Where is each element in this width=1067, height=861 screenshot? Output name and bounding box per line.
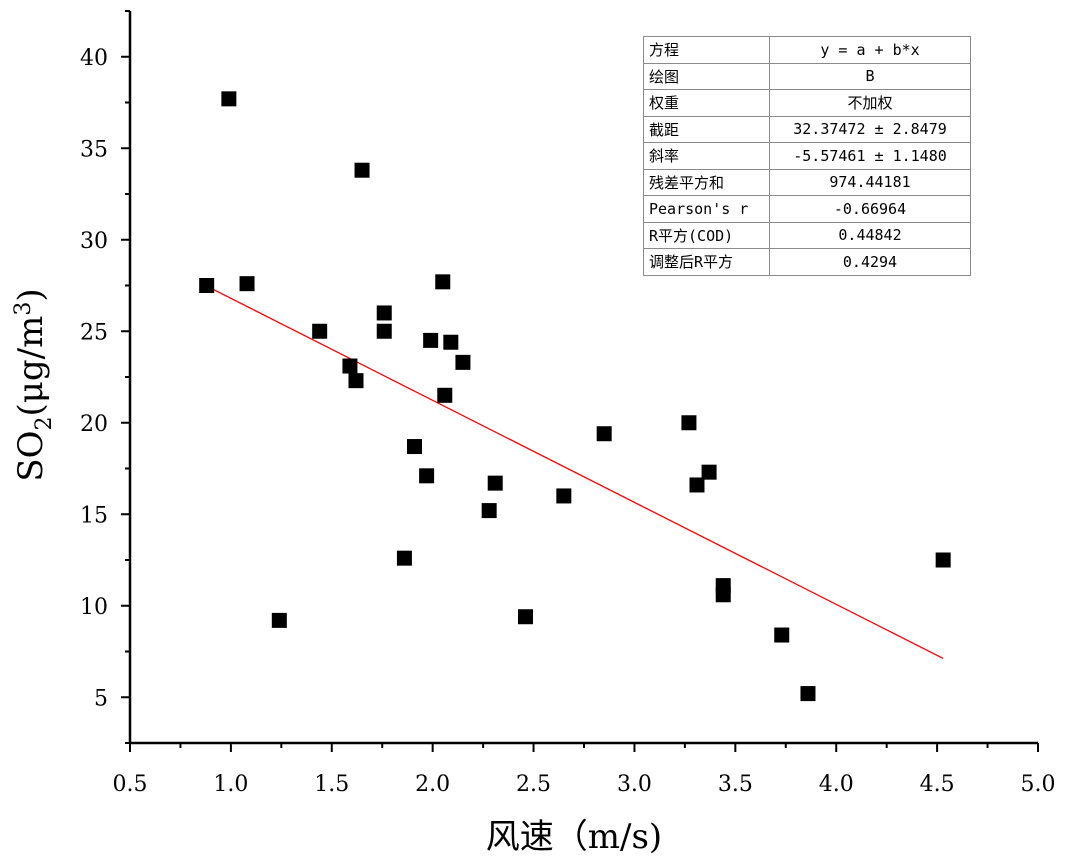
x-tick-label: 1.0 xyxy=(213,772,248,797)
x-tick-label: 4.0 xyxy=(819,772,854,797)
data-points xyxy=(199,91,951,702)
data-point xyxy=(271,612,287,628)
stats-key: Pearson's r xyxy=(643,195,770,223)
stats-key: 绘图 xyxy=(643,62,770,90)
stats-key: 调整后R平方 xyxy=(643,248,770,276)
data-point xyxy=(435,274,451,290)
stats-value: 0.44842 xyxy=(769,221,971,249)
stats-row: 绘图 B xyxy=(643,62,971,90)
data-point xyxy=(481,503,497,519)
y-tick-label: 25 xyxy=(80,320,108,345)
stats-key: 截距 xyxy=(643,115,770,143)
x-axis-title: 风速（m/s) xyxy=(486,817,662,857)
data-point xyxy=(376,323,392,339)
data-point xyxy=(443,334,459,350)
y-tick-label: 35 xyxy=(80,137,108,162)
stats-row: 斜率 -5.57461 ± 1.1480 xyxy=(643,142,971,170)
y-tick-label: 30 xyxy=(80,229,108,254)
x-tick-label: 1.5 xyxy=(314,772,349,797)
stats-value: y = a + b*x xyxy=(769,36,971,64)
x-tick-label: 2.0 xyxy=(415,772,450,797)
data-point xyxy=(681,415,697,431)
regression-stats-table: 方程 y = a + b*x 绘图 B 权重 不加权 截距 32.37472 ± 2.8479… xyxy=(643,36,971,276)
stats-key: 残差平方和 xyxy=(643,168,770,196)
data-point xyxy=(556,488,572,504)
x-tick-label: 5.0 xyxy=(1021,772,1056,797)
x-tick-label: 3.5 xyxy=(718,772,753,797)
data-point xyxy=(354,162,370,178)
data-point xyxy=(348,373,364,389)
data-point xyxy=(455,354,471,370)
stats-key: 斜率 xyxy=(643,142,770,170)
stats-value: 974.44181 xyxy=(769,168,971,196)
data-point xyxy=(342,358,358,374)
x-tick-label: 0.5 xyxy=(113,772,148,797)
data-point xyxy=(407,439,423,455)
data-point xyxy=(689,477,705,493)
stats-value: 32.37472 ± 2.8479 xyxy=(769,115,971,143)
data-point xyxy=(800,686,816,702)
stats-row: 残差平方和 974.44181 xyxy=(643,168,971,196)
stats-value: B xyxy=(769,62,971,90)
stats-table-body: 方程 y = a + b*x 绘图 B 权重 不加权 截距 32.37472 ± 2.8479… xyxy=(643,36,971,276)
data-point xyxy=(437,387,453,403)
y-tick-label: 15 xyxy=(80,503,108,528)
x-tick-label: 2.5 xyxy=(516,772,551,797)
stats-key: 方程 xyxy=(643,36,770,64)
y-axis-title-mid: (μg/m xyxy=(11,316,51,417)
stats-row: Pearson's r -0.66964 xyxy=(643,195,971,223)
data-point xyxy=(419,468,435,484)
stats-key: 权重 xyxy=(643,89,770,117)
data-point xyxy=(423,332,439,348)
x-ticks: 0.5 1.0 1.5 2.0 2.5 3.0 3.5 4.0 4.5 5.0 xyxy=(113,743,1056,797)
data-point xyxy=(239,276,255,292)
stats-row: 调整后R平方 0.4294 xyxy=(643,248,971,276)
y-tick-label: 10 xyxy=(80,595,108,620)
y-axis-title-subscript: 2 xyxy=(32,416,57,430)
data-point xyxy=(517,609,533,625)
y-axis-title-superscript: 3 xyxy=(11,302,36,316)
data-point xyxy=(701,464,717,480)
data-point xyxy=(487,475,503,491)
data-point xyxy=(715,587,731,603)
stats-key: R平方(COD) xyxy=(643,221,770,249)
y-ticks: 5 10 15 20 25 30 35 40 xyxy=(80,10,130,744)
stats-value: -5.57461 ± 1.1480 xyxy=(769,142,971,170)
x-tick-label: 3.0 xyxy=(617,772,652,797)
fit-line-group xyxy=(204,284,944,660)
data-point xyxy=(199,278,215,293)
y-tick-label: 40 xyxy=(80,46,108,71)
data-point xyxy=(774,627,790,643)
stats-row: 权重 不加权 xyxy=(643,89,971,117)
regression-fit-line xyxy=(204,284,944,660)
stats-row: 方程 y = a + b*x xyxy=(643,36,971,64)
stats-value: -0.66964 xyxy=(769,195,971,223)
data-point xyxy=(221,91,237,107)
data-point xyxy=(376,305,392,321)
data-point xyxy=(396,550,412,566)
data-point xyxy=(312,323,328,339)
data-point xyxy=(596,426,612,442)
y-tick-label: 5 xyxy=(94,686,108,711)
x-tick-label: 4.5 xyxy=(920,772,955,797)
data-point xyxy=(935,552,951,568)
stats-row: R平方(COD) 0.44842 xyxy=(643,221,971,249)
y-tick-label: 20 xyxy=(80,412,108,437)
stats-value: 不加权 xyxy=(769,89,971,117)
y-axis-title-end: ) xyxy=(11,288,51,301)
stats-row: 截距 32.37472 ± 2.8479 xyxy=(643,115,971,143)
y-axis-title: SO2(μg/m3) xyxy=(11,288,57,481)
y-axis-title-base: SO xyxy=(11,430,51,481)
stats-value: 0.4294 xyxy=(769,248,971,276)
